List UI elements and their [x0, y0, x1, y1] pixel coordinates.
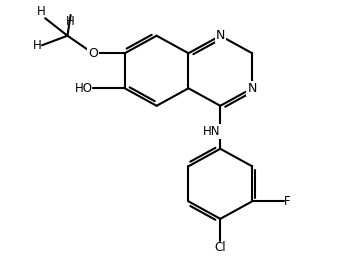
Text: O: O — [88, 47, 98, 60]
Text: HN: HN — [203, 125, 220, 138]
Text: N: N — [216, 29, 225, 42]
Text: Cl: Cl — [214, 241, 226, 254]
Text: H: H — [36, 5, 45, 18]
Text: HO: HO — [75, 82, 93, 95]
Text: F: F — [284, 195, 291, 208]
Text: N: N — [248, 82, 257, 95]
Text: H: H — [33, 39, 42, 52]
Text: H: H — [66, 15, 75, 28]
